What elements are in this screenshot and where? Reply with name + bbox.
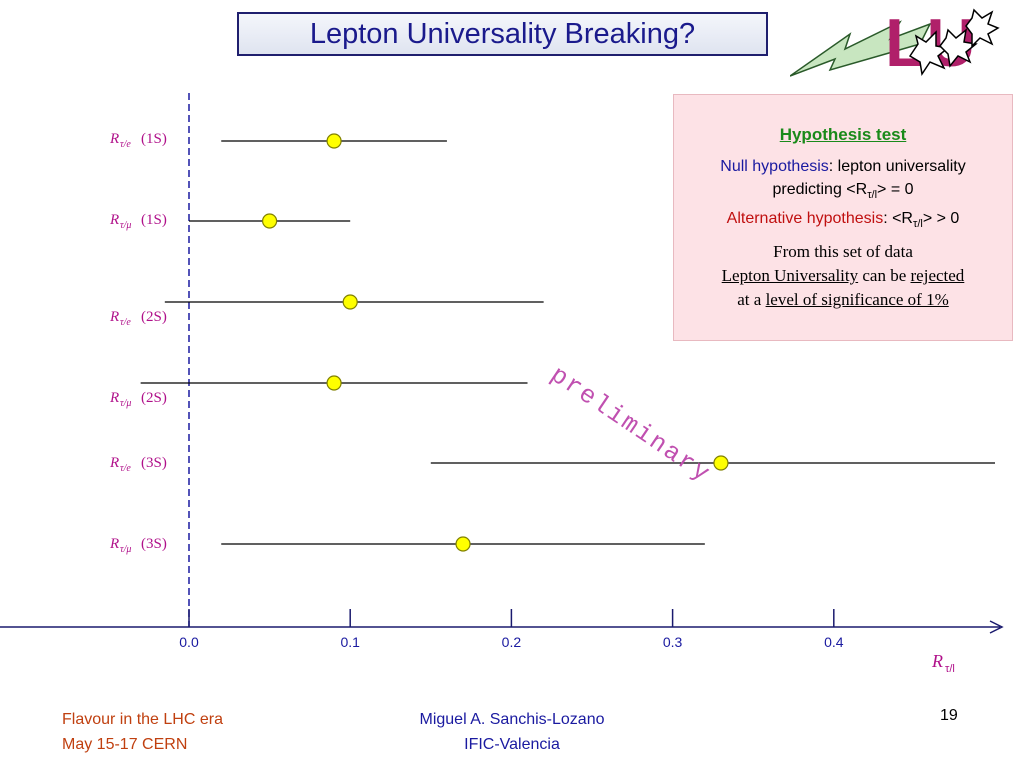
x-tick-label: 0.4 <box>824 634 844 650</box>
data-point <box>455 536 471 552</box>
row-label-subscript: τ/e <box>120 317 131 328</box>
row-label: R <box>109 131 119 147</box>
footer-conference: Flavour in the LHC era May 15-17 CERN <box>62 707 223 757</box>
footer-author: Miguel A. Sanchis-Lozano IFIC-Valencia <box>380 707 644 757</box>
x-tick-label: 0.1 <box>340 634 360 650</box>
author-institute: IFIC-Valencia <box>464 736 560 753</box>
row-label-state: (2S) <box>141 309 167 325</box>
row-label-subscript: τ/e <box>120 139 131 150</box>
row-label-state: (2S) <box>141 390 167 406</box>
author-name: Miguel A. Sanchis-Lozano <box>419 711 605 728</box>
row-label-state: (3S) <box>141 536 167 552</box>
row-label-state: (1S) <box>141 212 167 228</box>
page-number: 19 <box>940 707 958 724</box>
data-point <box>262 213 278 229</box>
row-label-subscript: τ/e <box>120 463 131 474</box>
data-point <box>713 455 729 471</box>
alternative-hypothesis-label: Alternative hypothesis <box>726 210 884 228</box>
x-tick-label: 0.0 <box>179 634 199 650</box>
null-hypothesis-line-2: predicting <Rτ/l> = 0 <box>772 181 914 202</box>
data-conclusion-line-1: From this set of data <box>773 242 913 262</box>
x-tick-label: 0.3 <box>663 634 683 650</box>
data-point <box>342 294 358 310</box>
hypothesis-test-box: Hypothesis test Null hypothesis: lepton … <box>673 94 1013 341</box>
x-tick-label: 0.2 <box>502 634 522 650</box>
conference-name: Flavour in the LHC era <box>62 711 223 728</box>
row-label-state: (1S) <box>141 131 167 147</box>
title-box: Lepton Universality Breaking? <box>237 12 768 56</box>
row-label-state: (3S) <box>141 455 167 471</box>
row-label: R <box>109 390 119 406</box>
row-label-subscript: τ/μ <box>120 398 131 409</box>
null-hypothesis-label: Null hypothesis <box>720 158 829 175</box>
lightning-collision-logo-icon: LU <box>790 5 1000 81</box>
data-point <box>326 133 342 149</box>
slide-title: Lepton Universality Breaking? <box>309 17 696 50</box>
hypothesis-title: Hypothesis test <box>779 125 907 144</box>
data-conclusion-line-2: Lepton Universality can be rejected <box>721 266 965 286</box>
alternative-hypothesis-line: Alternative hypothesis: <Rτ/l> > 0 <box>726 210 960 231</box>
row-label-subscript: τ/μ <box>120 544 131 555</box>
row-label: R <box>109 455 119 471</box>
row-label-subscript: τ/μ <box>120 220 131 231</box>
x-axis-arrow <box>989 620 1004 634</box>
x-axis-label: R <box>931 651 943 671</box>
row-label: R <box>109 536 119 552</box>
conference-dates: May 15-17 CERN <box>62 736 188 753</box>
row-label: R <box>109 212 119 228</box>
data-conclusion-line-3: at a level of significance of 1% <box>737 290 949 310</box>
x-axis-label-subscript: τ/l <box>945 663 955 675</box>
null-hypothesis-line-1: Null hypothesis: lepton universality <box>720 158 966 175</box>
row-label: R <box>109 309 119 325</box>
data-point <box>326 375 342 391</box>
